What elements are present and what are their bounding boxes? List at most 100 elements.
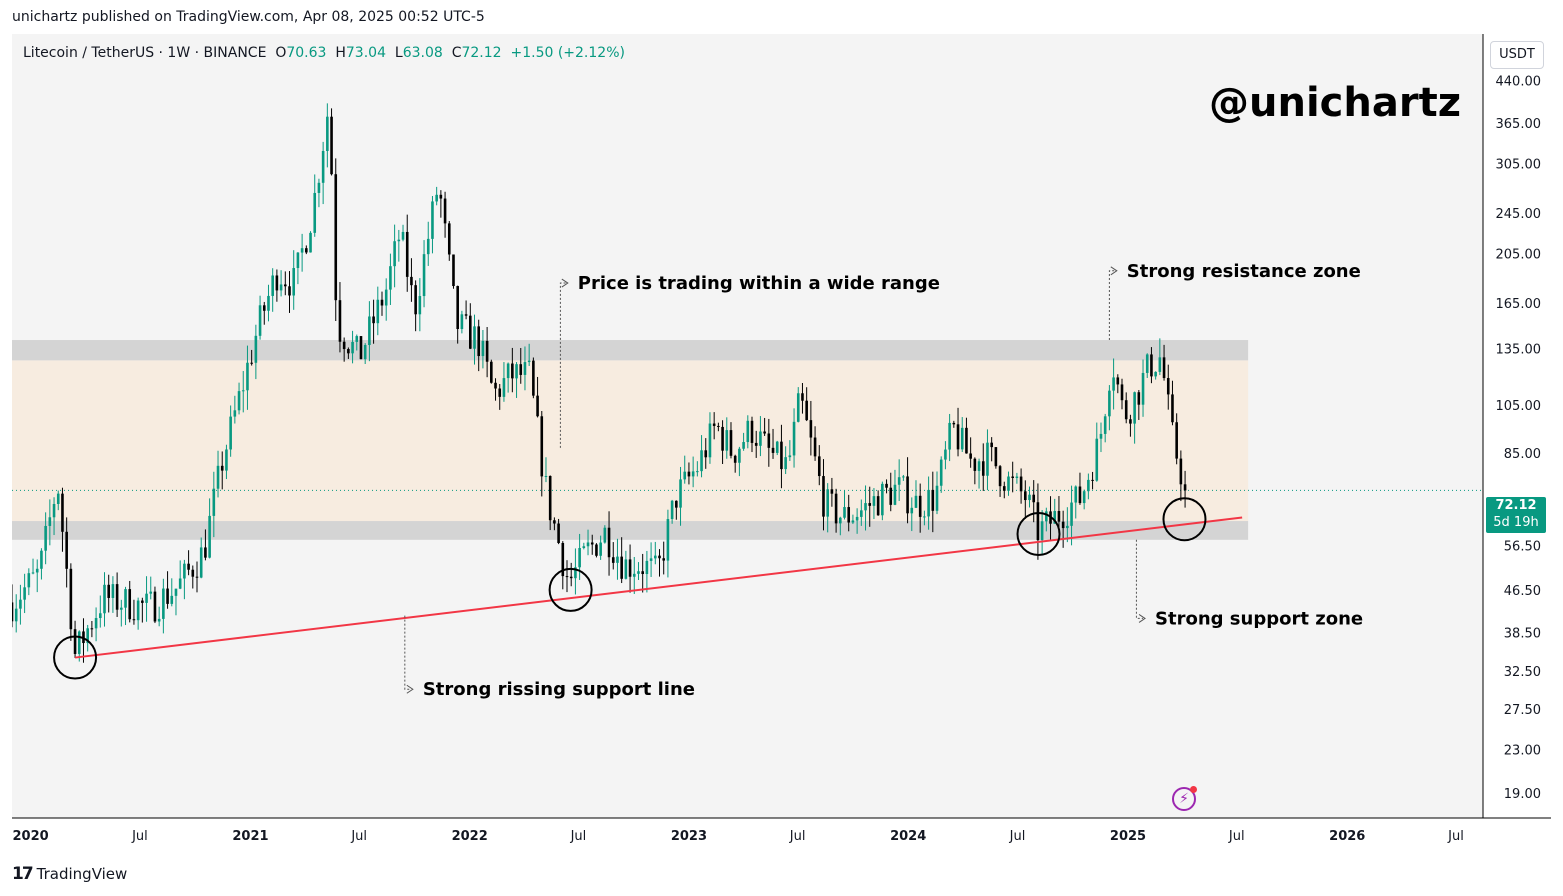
resistance-zone	[12, 340, 1249, 361]
candle-body	[1179, 458, 1183, 485]
candle-body	[170, 595, 174, 604]
candle-body	[590, 542, 594, 545]
currency-selector[interactable]: USDT	[1490, 41, 1544, 69]
candle-body	[817, 456, 821, 477]
candle-body	[1133, 392, 1136, 424]
candle-body	[326, 116, 329, 152]
candle-body	[14, 608, 18, 622]
candle-body	[44, 525, 47, 551]
price-tick-label: 165.00	[1496, 297, 1542, 312]
candle-body	[128, 589, 132, 620]
candle-body	[864, 503, 867, 511]
candle-body	[107, 584, 111, 598]
candle-body	[376, 299, 380, 324]
candle-body	[1124, 400, 1128, 420]
price-tick-label: 105.00	[1496, 399, 1542, 414]
time-tick-label: Jul	[1009, 829, 1026, 844]
candle-body	[1061, 521, 1065, 529]
tradingview-logo[interactable]: 17 TradingView	[12, 864, 127, 884]
candle-body	[183, 563, 186, 579]
candle-body	[641, 571, 644, 575]
candle-body	[380, 299, 384, 306]
candle-body	[237, 391, 241, 411]
candle-body	[288, 286, 291, 296]
candle-body	[632, 573, 636, 577]
candle-body	[645, 560, 649, 575]
candle-body	[1057, 511, 1061, 522]
candle-body	[94, 618, 98, 629]
candle-body	[136, 600, 140, 621]
support-touch-circle	[1162, 497, 1207, 542]
candle-body	[1023, 491, 1027, 501]
candle-body	[725, 430, 729, 451]
candle-body	[1070, 502, 1073, 526]
candle-body	[670, 500, 674, 520]
time-tick-label: Jul	[131, 829, 148, 844]
candle-body	[658, 555, 661, 559]
candle-body	[506, 363, 510, 379]
candle-body	[296, 252, 300, 269]
candle-body	[443, 198, 447, 224]
candle-body	[960, 427, 964, 450]
candle-body	[771, 447, 775, 453]
candle-body	[838, 517, 842, 524]
support-touch-circle	[53, 635, 98, 680]
candle-body	[153, 591, 157, 622]
candle-body	[1171, 394, 1174, 423]
close-value: 72.12	[461, 45, 502, 61]
candle-body	[225, 449, 228, 471]
candle-body	[342, 341, 346, 350]
annotation-arrow	[406, 684, 414, 694]
candle-body	[620, 556, 623, 579]
candle-body	[65, 531, 68, 569]
candle-body	[1129, 419, 1132, 424]
candle-body	[397, 239, 401, 242]
candle-body	[994, 447, 998, 467]
candle-body	[502, 378, 506, 397]
candle-body	[822, 476, 825, 517]
candle-body	[902, 476, 905, 478]
candle-body	[662, 558, 666, 561]
low-label: L	[394, 45, 403, 61]
last-price-value: 72.12	[1495, 498, 1537, 513]
candle-body	[553, 520, 556, 524]
candle-body	[456, 286, 459, 330]
candle-body	[1116, 377, 1120, 385]
candle-body	[578, 548, 581, 568]
rising-support-line	[74, 516, 1243, 659]
candle-body	[389, 266, 392, 290]
candle-body	[536, 395, 539, 417]
symbol-name: Litecoin / TetherUS · 1W · BINANCE	[23, 45, 267, 61]
candle-body	[586, 542, 590, 547]
candle-body	[830, 489, 834, 494]
candle-body	[826, 489, 829, 517]
candle-body	[1082, 491, 1086, 504]
candle-body	[1078, 486, 1082, 504]
candle-body	[691, 471, 695, 477]
candle-body	[948, 422, 951, 450]
candle-body	[893, 484, 897, 505]
candle-body	[649, 558, 653, 561]
lightning-bolt-icon[interactable]: ⚡	[1172, 786, 1197, 811]
candle-body	[27, 573, 31, 588]
candle-body	[334, 174, 338, 301]
candle-body	[267, 295, 270, 311]
chart-area[interactable]: Price is trading within a wide range Stro…	[12, 34, 1551, 853]
candle-body	[990, 442, 993, 448]
candle-body	[1091, 479, 1094, 481]
candle-body	[35, 568, 39, 573]
candle-body	[1166, 378, 1170, 395]
candle-body	[746, 420, 750, 443]
candle-body	[468, 315, 472, 349]
high-value: 73.04	[345, 45, 386, 61]
candle-body	[885, 483, 888, 488]
support-zone	[12, 521, 1249, 540]
candle-body	[775, 441, 779, 453]
candle-body	[515, 364, 518, 379]
candle-body	[683, 471, 687, 480]
price-chart[interactable]: Price is trading within a wide range Stro…	[12, 34, 1551, 853]
candle-body	[704, 450, 708, 458]
candle-body	[557, 523, 560, 543]
close-label: C	[451, 45, 462, 61]
candle-body	[561, 542, 565, 577]
